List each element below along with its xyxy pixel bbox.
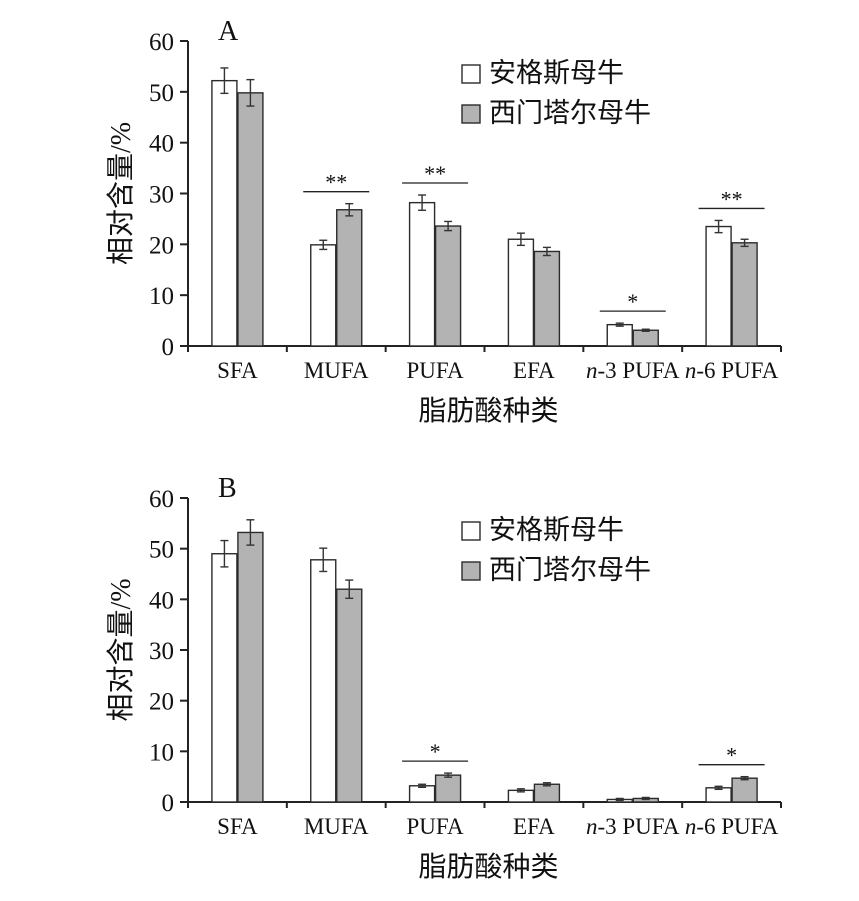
panel-label: A	[218, 16, 239, 47]
y-axis-title: 相对含量/%	[105, 578, 137, 721]
y-tick-label: 50	[149, 80, 174, 107]
bar	[533, 783, 561, 803]
significance-marker: *	[627, 289, 638, 314]
y-tick-label: 10	[149, 283, 174, 310]
chart-panel-b: 0 10 20 30 40 50 60 B SFA MUFA * PUFA EFA n-3 PUFA * n-…	[105, 473, 782, 883]
y-tick-label: 10	[149, 739, 174, 766]
y-tick-label: 30	[149, 182, 174, 209]
chart-panel-a: 0 10 20 30 40 50 60 A SFA ** MUFA ** PUFA EFA * n-3 PUF…	[105, 16, 782, 427]
x-tick-label: n-3 PUFA	[586, 358, 680, 383]
legend-swatch	[461, 521, 481, 541]
x-tick-label: n-6 PUFA	[685, 358, 779, 383]
bar	[310, 244, 337, 347]
bar	[211, 79, 238, 347]
bar	[211, 553, 238, 803]
y-tick-label: 40	[149, 131, 174, 158]
x-tick-label: n-6 PUFA	[685, 814, 779, 839]
bar	[434, 225, 462, 347]
panel-label: B	[218, 473, 237, 504]
bar	[731, 242, 758, 347]
legend-label: 西门塔尔母牛	[489, 555, 651, 585]
legend-swatch	[461, 64, 481, 84]
legend-label: 安格斯母牛	[489, 58, 624, 88]
x-tick-label: PUFA	[407, 814, 464, 839]
bar	[533, 250, 561, 347]
legend-label: 安格斯母牛	[489, 515, 624, 545]
bar	[336, 588, 363, 803]
significance-marker: **	[721, 186, 743, 211]
bar	[237, 531, 264, 803]
bar	[237, 92, 264, 347]
y-tick-label: 50	[149, 537, 174, 564]
significance-marker: **	[424, 161, 446, 186]
x-axis-title: 脂肪酸种类	[418, 395, 558, 427]
legend-swatch	[461, 104, 481, 124]
x-axis-title: 脂肪酸种类	[418, 851, 558, 883]
y-tick-label: 40	[149, 587, 174, 614]
significance-marker: *	[726, 743, 737, 768]
y-tick-label: 20	[149, 232, 174, 259]
y-tick-label: 60	[149, 29, 174, 56]
bar	[606, 323, 633, 347]
legend-swatch	[461, 561, 481, 581]
bar	[310, 559, 337, 803]
bar	[434, 774, 462, 803]
x-tick-label: SFA	[217, 814, 258, 839]
bar	[632, 329, 659, 347]
y-axis-title: 相对含量/%	[105, 122, 137, 265]
bar	[507, 238, 535, 347]
x-tick-label: EFA	[513, 814, 555, 839]
legend-label: 西门塔尔母牛	[489, 98, 651, 128]
y-tick-label: 30	[149, 638, 174, 665]
x-tick-label: SFA	[217, 358, 258, 383]
y-tick-label: 20	[149, 689, 174, 716]
bar	[408, 201, 436, 347]
significance-marker: **	[325, 170, 347, 195]
x-tick-label: EFA	[513, 358, 555, 383]
y-tick-label: 0	[162, 790, 175, 817]
bar	[408, 785, 436, 803]
bar	[731, 777, 758, 803]
y-tick-label: 60	[149, 486, 174, 513]
y-tick-label: 0	[162, 334, 175, 361]
x-tick-label: n-3 PUFA	[586, 814, 680, 839]
x-tick-label: MUFA	[304, 358, 369, 383]
bar	[705, 225, 732, 347]
x-tick-label: PUFA	[407, 358, 464, 383]
x-tick-label: MUFA	[304, 814, 369, 839]
bar	[336, 209, 363, 347]
significance-marker: *	[430, 739, 441, 764]
